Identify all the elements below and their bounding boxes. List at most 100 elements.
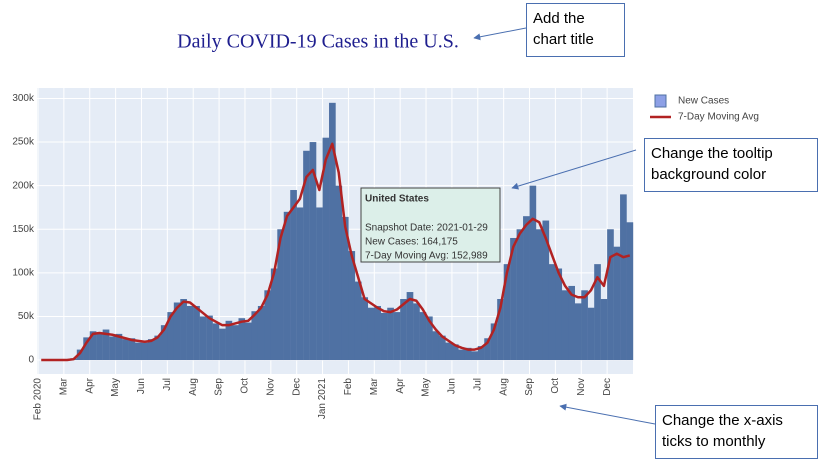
bar (173, 302, 181, 361)
x-tick-label: Jan 2021 (317, 378, 328, 420)
bar (83, 337, 90, 361)
bar (154, 335, 162, 361)
callout-arrow (511, 149, 637, 190)
tooltip-box (360, 187, 501, 263)
bar (348, 251, 356, 361)
bar (561, 290, 569, 361)
x-tick-label: Dec (291, 378, 302, 396)
tooltip-title: United States (365, 194, 429, 205)
bar (135, 342, 142, 361)
bar (374, 305, 381, 361)
bar (316, 207, 323, 361)
bar (600, 299, 608, 361)
bar (167, 312, 175, 361)
x-tick-label: Sep (524, 378, 535, 396)
bar (548, 264, 556, 361)
callout: Change the x-axis ticks to monthly (655, 405, 818, 459)
callout-arrow (559, 403, 656, 425)
x-tick-label: Jun (136, 378, 147, 394)
bar (147, 339, 155, 361)
x-tick-label: Oct (550, 378, 561, 394)
x-tick-label: May (110, 378, 121, 397)
bar (574, 303, 582, 361)
bar (199, 316, 207, 361)
bar (626, 222, 634, 361)
bar (341, 216, 349, 361)
bar (607, 229, 614, 361)
bar (76, 349, 84, 361)
y-tick-label: 0 (28, 355, 34, 366)
bar (542, 220, 550, 361)
bar (503, 264, 511, 361)
bar (212, 323, 220, 361)
y-tick-label: 50k (18, 311, 35, 322)
bar (451, 344, 459, 361)
x-tick-label: Apr (395, 377, 406, 393)
bar (581, 290, 588, 361)
bar (393, 312, 401, 361)
bar (89, 331, 97, 361)
y-tick-label: 100k (12, 267, 35, 278)
x-tick-label: Jul (162, 378, 173, 391)
bar (471, 351, 478, 361)
bar (419, 312, 427, 361)
bar (257, 305, 265, 361)
bar (109, 336, 116, 361)
bar (432, 331, 440, 361)
bar (367, 307, 375, 361)
legend-swatch (654, 94, 667, 108)
bar (102, 329, 110, 361)
x-tick-label: Jun (447, 378, 458, 394)
x-tick-label: Sep (214, 378, 225, 396)
chart-title: Daily COVID-19 Cases in the U.S. (177, 31, 459, 53)
bar (510, 237, 517, 361)
line (41, 142, 631, 362)
bar (413, 303, 420, 361)
bar (283, 211, 291, 361)
bar (380, 312, 388, 361)
bar (568, 285, 575, 361)
bar (516, 229, 524, 361)
bar (523, 216, 530, 361)
bar (122, 339, 129, 361)
bar (244, 322, 252, 361)
x-tick-label: Nov (576, 378, 587, 396)
y-tick-label: 200k (12, 180, 35, 191)
bar (387, 307, 394, 361)
y-tick-label: 150k (12, 224, 35, 235)
bar (251, 311, 259, 361)
bar (290, 190, 297, 361)
bar (128, 338, 136, 361)
bar (535, 229, 543, 361)
legend-label: New Cases (678, 96, 729, 107)
y-tick-label: 250k (12, 137, 35, 148)
x-tick-label: May (421, 378, 432, 397)
bar (354, 281, 362, 361)
bar (180, 299, 187, 361)
callout: Add the chart title (526, 3, 625, 57)
bar (329, 102, 336, 361)
x-tick-label: Aug (188, 378, 199, 396)
bar (277, 229, 284, 361)
bar (477, 346, 485, 361)
bar (232, 325, 239, 361)
bar (361, 297, 369, 361)
bar (303, 150, 310, 361)
bar (141, 342, 149, 361)
bar (115, 333, 123, 361)
bar (464, 347, 472, 361)
bar (555, 268, 563, 361)
bar (587, 307, 595, 361)
tooltip-line: Snapshot Date: 2021-01-29 (365, 223, 488, 234)
bar (160, 325, 168, 361)
x-tick-label: Apr (84, 377, 95, 393)
bar (484, 338, 491, 361)
bar (335, 185, 343, 361)
x-tick-label: Oct (240, 378, 251, 394)
bar (96, 333, 103, 361)
bar (225, 320, 233, 361)
bar (206, 315, 213, 361)
x-tick-label: Jul (472, 378, 483, 391)
bar (322, 137, 330, 361)
